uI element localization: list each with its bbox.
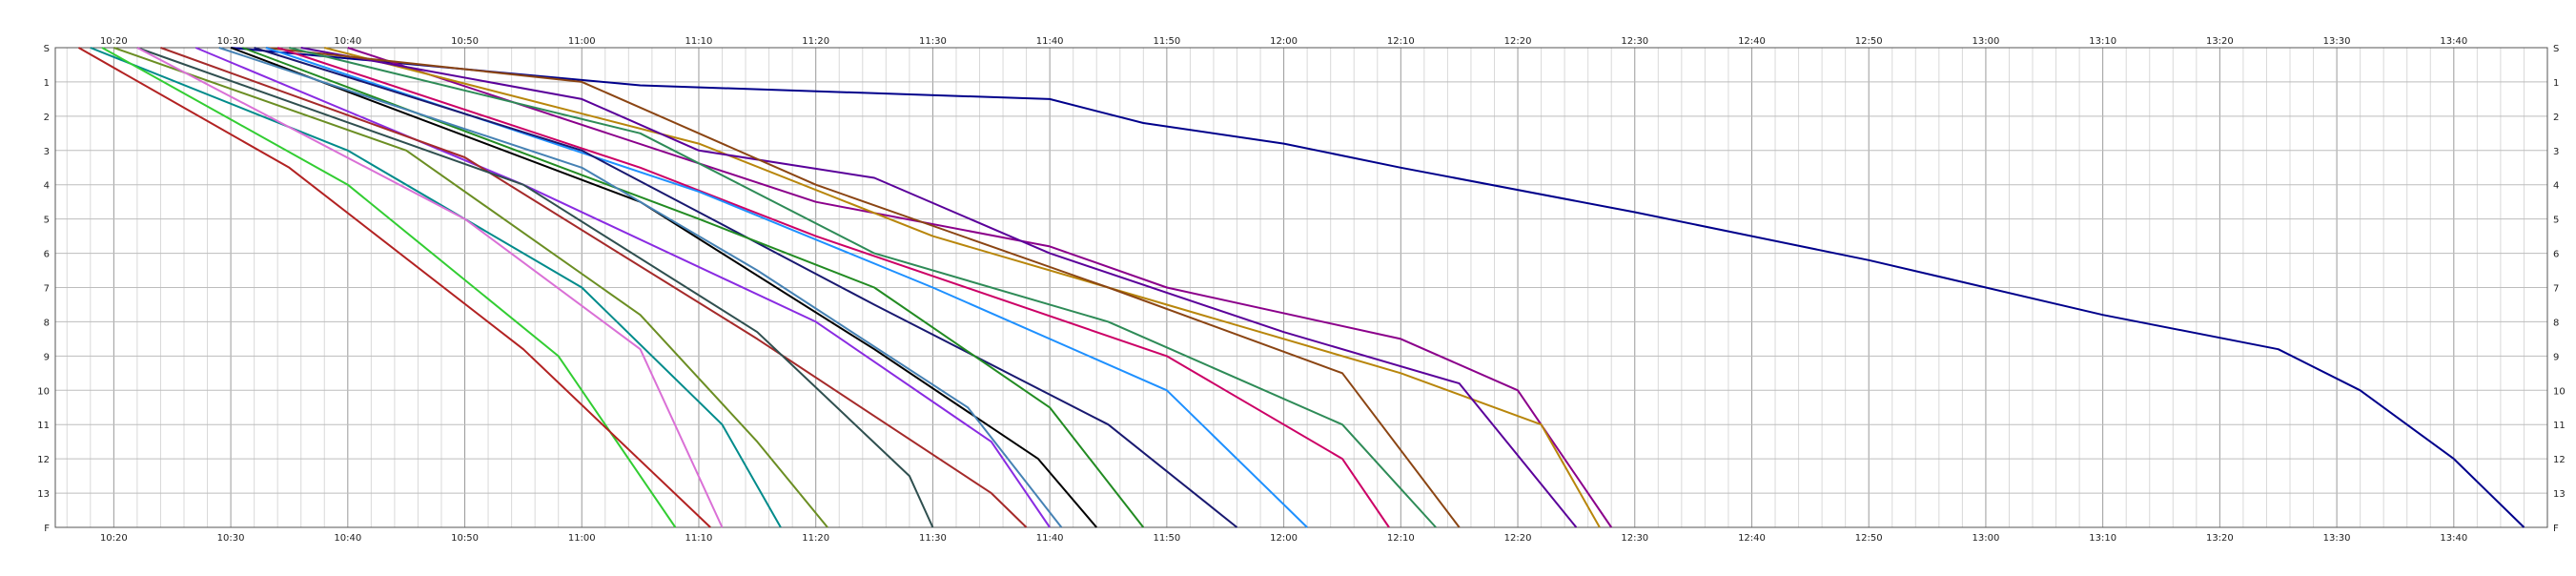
series-line — [160, 47, 1028, 528]
y-tick-label-left: 13 — [37, 489, 50, 500]
y-tick-label-right: 6 — [2553, 250, 2559, 260]
x-tick-label-top: 10:20 — [100, 36, 128, 47]
y-tick-label-right: S — [2553, 44, 2559, 54]
y-tick-label-right: 12 — [2553, 455, 2566, 465]
series-line — [347, 47, 1613, 528]
y-tick-label-right: 3 — [2553, 147, 2559, 157]
series-line — [300, 47, 1578, 528]
series-line — [230, 47, 1097, 528]
x-tick-label-top: 10:30 — [217, 36, 245, 47]
x-tick-label-bottom: 11:00 — [568, 533, 596, 544]
x-tick-label-top: 12:10 — [1387, 36, 1415, 47]
x-tick-label-top: 13:20 — [2206, 36, 2234, 47]
y-tick-label-left: F — [44, 524, 50, 534]
series-line — [90, 47, 782, 528]
x-tick-label-top: 11:20 — [802, 36, 829, 47]
x-tick-label-top: 11:50 — [1153, 36, 1180, 47]
x-tick-label-bottom: 13:00 — [1973, 533, 2000, 544]
y-tick-label-left: 3 — [44, 147, 50, 157]
series-line — [265, 47, 1461, 528]
x-tick-label-bottom: 11:30 — [919, 533, 947, 544]
x-tick-label-bottom: 12:50 — [1855, 533, 1883, 544]
y-tick-label-left: 2 — [44, 113, 50, 123]
x-tick-label-bottom: 12:10 — [1387, 533, 1415, 544]
plot-frame — [54, 47, 2548, 528]
x-tick-label-bottom: 13:20 — [2206, 533, 2234, 544]
x-tick-label-bottom: 12:30 — [1621, 533, 1648, 544]
series-line — [276, 47, 1390, 528]
x-tick-label-top: 12:00 — [1270, 36, 1298, 47]
series-line — [136, 47, 724, 528]
x-tick-label-bottom: 12:20 — [1504, 533, 1532, 544]
series-line — [265, 47, 1308, 528]
x-tick-label-top: 13:00 — [1973, 36, 2000, 47]
y-tick-label-right: 5 — [2553, 216, 2559, 226]
x-tick-label-bottom: 11:10 — [685, 533, 713, 544]
series-line — [113, 47, 828, 528]
y-tick-label-right: 10 — [2553, 386, 2566, 397]
y-tick-label-left: S — [44, 44, 50, 54]
x-tick-label-bottom: 12:40 — [1738, 533, 1766, 544]
x-tick-label-top: 10:40 — [334, 36, 361, 47]
x-tick-label-top: 11:30 — [919, 36, 947, 47]
y-tick-label-right: F — [2553, 524, 2559, 534]
y-tick-label-right: 8 — [2553, 318, 2559, 328]
x-tick-label-top: 12:20 — [1504, 36, 1532, 47]
y-tick-label-right: 9 — [2553, 352, 2559, 362]
y-tick-label-left: 12 — [37, 455, 50, 465]
y-tick-label-right: 11 — [2553, 421, 2566, 431]
series-line — [78, 47, 711, 528]
series-line — [101, 47, 677, 528]
series-line — [254, 47, 1238, 528]
x-tick-label-top: 11:10 — [685, 36, 713, 47]
x-tick-label-top: 13:10 — [2089, 36, 2116, 47]
x-tick-label-top: 10:50 — [451, 36, 479, 47]
series-line — [218, 47, 1063, 528]
y-tick-label-left: 9 — [44, 352, 50, 362]
x-tick-label-bottom: 11:50 — [1153, 533, 1180, 544]
y-tick-label-left: 10 — [37, 386, 50, 397]
y-tick-label-right: 1 — [2553, 78, 2559, 89]
y-tick-label-right: 2 — [2553, 113, 2559, 123]
x-tick-label-top: 12:40 — [1738, 36, 1766, 47]
y-tick-label-left: 11 — [37, 421, 50, 431]
y-tick-label-left: 8 — [44, 318, 50, 328]
y-tick-label-right: 7 — [2553, 284, 2559, 295]
x-tick-label-bottom: 10:40 — [334, 533, 361, 544]
x-tick-label-bottom: 10:30 — [217, 533, 245, 544]
series-line — [231, 47, 2525, 528]
x-tick-label-top: 11:40 — [1036, 36, 1064, 47]
series-line — [136, 47, 934, 528]
x-tick-label-top: 12:30 — [1621, 36, 1648, 47]
series-line — [242, 47, 1145, 528]
x-tick-label-bottom: 11:40 — [1036, 533, 1064, 544]
y-tick-label-left: 4 — [44, 181, 50, 192]
y-tick-label-left: 1 — [44, 78, 50, 89]
series-line — [324, 47, 1601, 528]
x-tick-label-top: 13:40 — [2440, 36, 2467, 47]
y-tick-label-right: 4 — [2553, 181, 2559, 192]
x-tick-label-bottom: 13:40 — [2440, 533, 2467, 544]
x-tick-label-bottom: 12:00 — [1270, 533, 1298, 544]
x-tick-label-top: 11:00 — [568, 36, 596, 47]
y-tick-label-left: 7 — [44, 284, 50, 295]
y-tick-label-left: 6 — [44, 250, 50, 260]
y-tick-label-right: 13 — [2553, 489, 2566, 500]
x-tick-label-bottom: 13:10 — [2089, 533, 2116, 544]
x-tick-label-bottom: 10:20 — [100, 533, 128, 544]
series-line — [289, 47, 1437, 528]
y-tick-label-left: 5 — [44, 216, 50, 226]
x-tick-label-top: 12:50 — [1855, 36, 1883, 47]
x-tick-label-bottom: 11:20 — [802, 533, 829, 544]
x-tick-label-bottom: 10:50 — [451, 533, 479, 544]
x-tick-label-top: 13:30 — [2323, 36, 2351, 47]
x-tick-label-bottom: 13:30 — [2323, 533, 2351, 544]
